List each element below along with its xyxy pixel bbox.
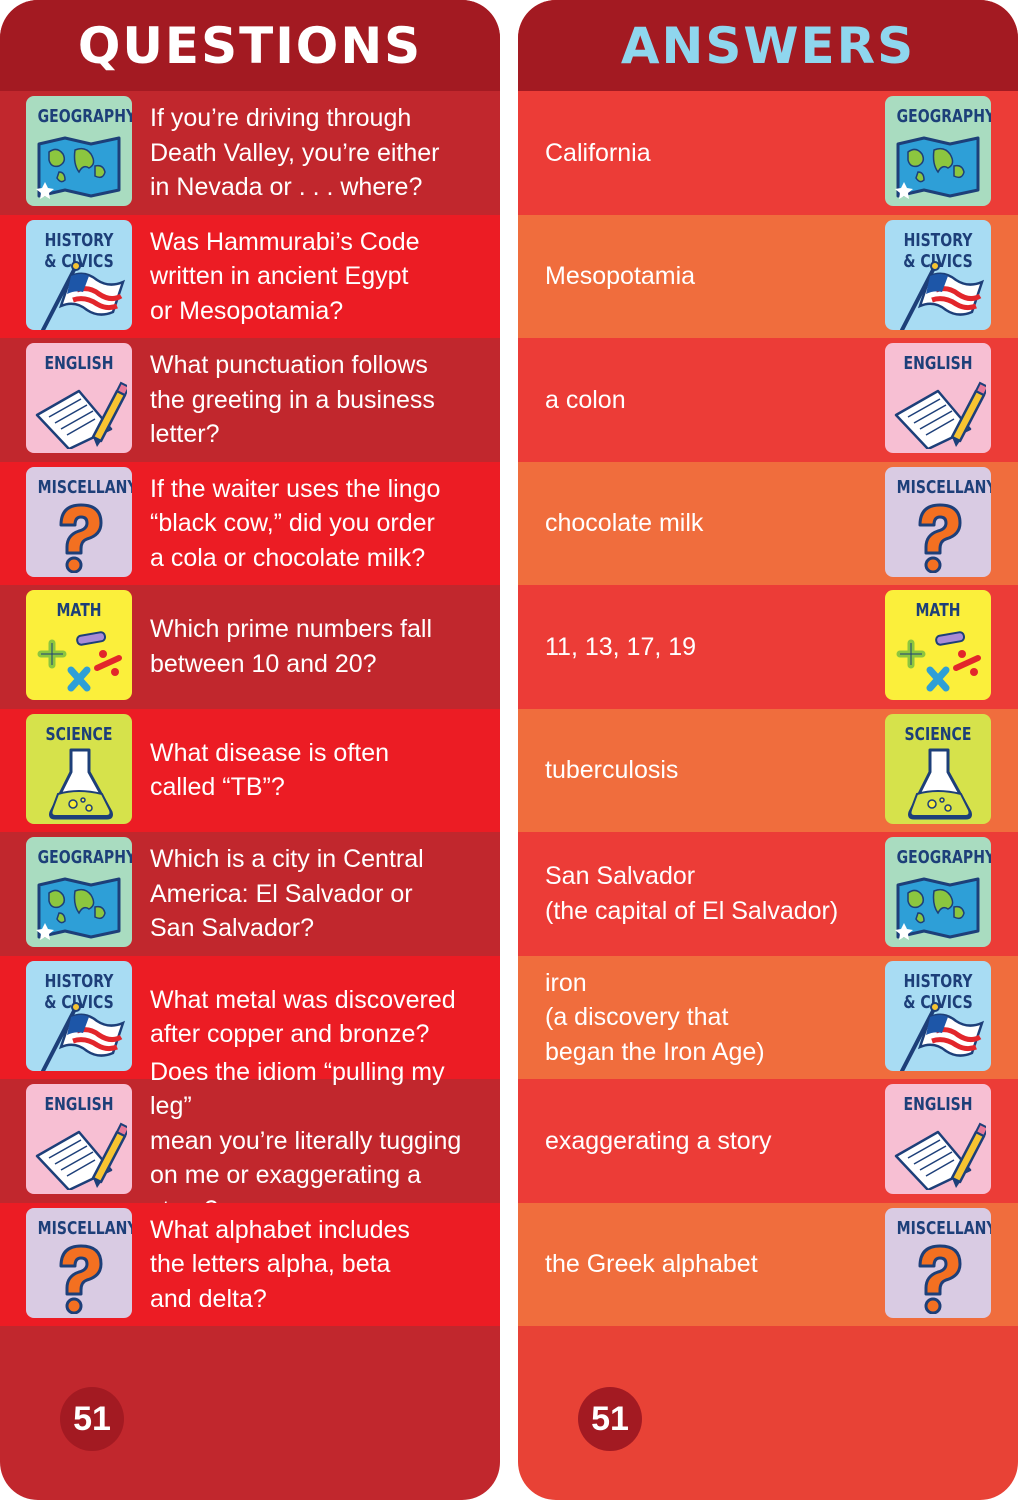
- category-label: ENGLISH: [903, 1094, 973, 1115]
- category-label: ENGLISH: [903, 353, 973, 374]
- answer-text: Mesopotamia: [545, 262, 696, 290]
- question-text: What metal was discovered after copper a…: [150, 985, 456, 1049]
- category-badge: MISCELLANY: [26, 1207, 132, 1318]
- category-label: GEOGRAPHY: [896, 847, 991, 868]
- page-number-badge: 51: [60, 1387, 124, 1451]
- category-badge: MATH: [885, 590, 991, 700]
- answer-text: a colon: [545, 385, 626, 414]
- question-text: Was Hammurabi’s Code written in ancient …: [150, 227, 420, 325]
- answer-text: the Greek alphabet: [545, 1250, 758, 1278]
- category-badge: GEOGRAPHY: [885, 96, 991, 206]
- category-label: MATH: [56, 600, 102, 621]
- answer-row: tuberculosis SCIENCE: [518, 708, 1018, 832]
- answer-text: exaggerating a story: [545, 1126, 772, 1155]
- category-badge: GEOGRAPHY: [26, 837, 132, 947]
- category-badge: ENGLISH: [885, 1084, 991, 1194]
- category-label: ENGLISH: [44, 353, 114, 374]
- category-label: MISCELLANY: [37, 1217, 132, 1239]
- category-badge: GEOGRAPHY: [885, 837, 991, 947]
- category-badge: ENGLISH: [26, 1084, 132, 1194]
- answer-row: chocolate milk MISCELLANY: [518, 461, 1018, 585]
- answer-row: San Salvador (the capital of El Salvador…: [518, 832, 1018, 956]
- category-badge: GEOGRAPHY: [26, 96, 132, 206]
- question-text: What disease is often called “TB”?: [150, 738, 390, 802]
- category-badge: MISCELLANY: [26, 466, 132, 577]
- question-row: Which is a city in Central America: El S…: [0, 832, 500, 956]
- questions-card: QUESTIONS If you’re driving through Deat…: [0, 0, 500, 1500]
- question-row: Was Hammurabi’s Code written in ancient …: [0, 214, 500, 338]
- answers-card: ANSWERS California GEOGRAPHY Mesopotamia HI…: [518, 0, 1018, 1500]
- question-text: If you’re driving through Death Valley, …: [150, 104, 440, 201]
- question-text: Which is a city in Central America: El S…: [150, 845, 424, 942]
- question-row: What metal was discovered after copper a…: [0, 955, 500, 1079]
- category-label: ENGLISH: [44, 1094, 114, 1115]
- question-row: What alphabet includes the letters alpha…: [0, 1202, 500, 1326]
- question-text: Which prime numbers fall between 10 and …: [150, 615, 433, 678]
- category-label: MISCELLANY: [896, 1217, 991, 1239]
- question-row: What punctuation follows the greeting in…: [0, 338, 500, 462]
- category-label: MISCELLANY: [37, 476, 132, 498]
- page-number-badge: 51: [578, 1387, 642, 1451]
- answer-row: a colon ENGLISH: [518, 338, 1018, 462]
- question-text: What punctuation follows the greeting in…: [150, 351, 435, 448]
- question-row: Which prime numbers fall between 10 and …: [0, 585, 500, 709]
- answer-row: Mesopotamia HISTORY & CIVICS: [518, 214, 1018, 338]
- answer-row: iron (a discovery that began the Iron Ag…: [518, 955, 1018, 1079]
- answer-text: 11, 13, 17, 19: [545, 632, 697, 661]
- question-row: If you’re driving through Death Valley, …: [0, 91, 500, 215]
- category-label: GEOGRAPHY: [896, 106, 991, 127]
- category-badge: MISCELLANY: [885, 1207, 991, 1318]
- answer-text: California: [545, 138, 651, 167]
- answer-text: San Salvador (the capital of El Salvador…: [545, 862, 839, 925]
- category-label: GEOGRAPHY: [37, 847, 132, 868]
- questions-header: QUESTIONS: [0, 0, 500, 91]
- category-badge: MATH: [26, 590, 132, 700]
- category-label: GEOGRAPHY: [37, 106, 132, 127]
- question-row: Does the idiom “pulling my leg” mean you…: [0, 1058, 500, 1224]
- answers-header: ANSWERS: [518, 0, 1018, 91]
- category-badge: HISTORY & CIVICS: [26, 960, 132, 1071]
- answer-text: chocolate milk: [545, 509, 704, 537]
- question-row: If the waiter uses the lingo “black cow,…: [0, 461, 500, 585]
- answer-row: the Greek alphabet MISCELLANY: [518, 1202, 1018, 1326]
- question-row: What disease is often called “TB”? SCIENC…: [0, 708, 500, 832]
- answers-title: ANSWERS: [620, 16, 916, 75]
- question-text: Does the idiom “pulling my leg” mean you…: [150, 1058, 462, 1224]
- category-badge: SCIENCE: [26, 713, 132, 824]
- answers-list: California GEOGRAPHY Mesopotamia HISTORY & …: [518, 91, 1018, 1326]
- answer-row: California GEOGRAPHY: [518, 91, 1018, 215]
- category-badge: HISTORY & CIVICS: [885, 219, 991, 330]
- category-badge: MISCELLANY: [885, 466, 991, 577]
- category-badge: SCIENCE: [885, 713, 991, 824]
- category-label: MATH: [915, 600, 961, 621]
- questions-list: If you’re driving through Death Valley, …: [0, 91, 500, 1326]
- category-badge: ENGLISH: [26, 343, 132, 453]
- answer-row: exaggerating a story ENGLISH: [518, 1079, 1018, 1203]
- category-label: SCIENCE: [904, 723, 972, 745]
- questions-title: QUESTIONS: [77, 16, 423, 75]
- category-badge: HISTORY & CIVICS: [885, 960, 991, 1071]
- category-badge: ENGLISH: [885, 343, 991, 453]
- answer-text: iron (a discovery that began the Iron Ag…: [545, 968, 765, 1066]
- category-label: SCIENCE: [45, 723, 113, 745]
- question-text: If the waiter uses the lingo “black cow,…: [150, 474, 441, 572]
- question-text: What alphabet includes the letters alpha…: [150, 1215, 410, 1313]
- answer-text: tuberculosis: [545, 756, 679, 784]
- category-label: MISCELLANY: [896, 476, 991, 498]
- answer-row: 11, 13, 17, 19 MATH: [518, 585, 1018, 709]
- category-badge: HISTORY & CIVICS: [26, 219, 132, 330]
